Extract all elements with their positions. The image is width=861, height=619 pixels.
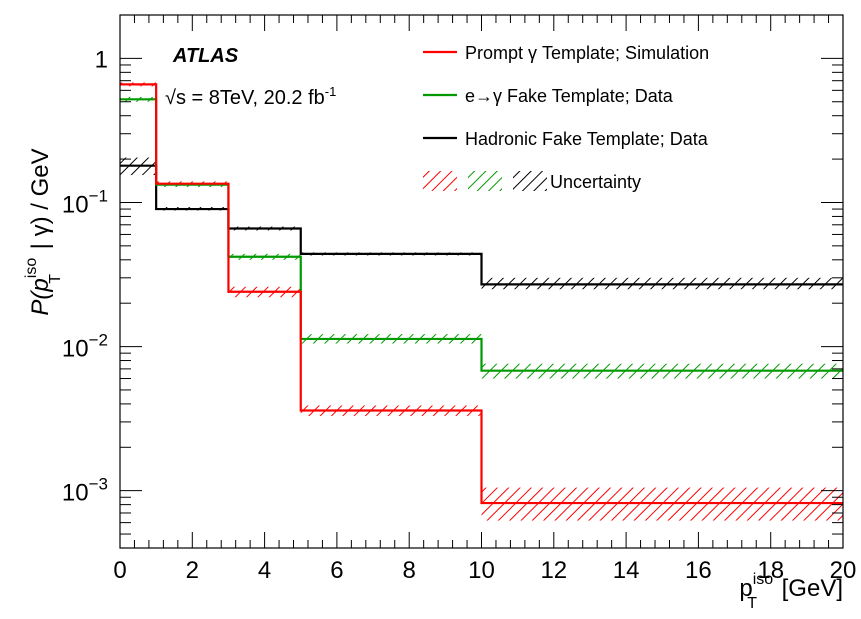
y-tick-label-base: 10 bbox=[62, 480, 89, 507]
x-tick-label: 14 bbox=[613, 557, 640, 584]
legend-hatch-swatch-2 bbox=[513, 171, 547, 191]
x-tick-label: 2 bbox=[186, 557, 199, 584]
x-tick-label: 18 bbox=[757, 557, 784, 584]
x-tick-label: 0 bbox=[113, 557, 126, 584]
y-axis-label-sub: T bbox=[47, 274, 64, 284]
x-axis-label-sub: T bbox=[747, 595, 757, 612]
y-axis-label-sup: iso bbox=[23, 258, 40, 279]
x-axis-label-unit: [GeV] bbox=[775, 575, 843, 602]
y-tick-label-base: 10 bbox=[62, 191, 89, 218]
y-axis-label-suffix: | γ) / GeV bbox=[27, 148, 54, 256]
y-tick-label: 10−2 bbox=[62, 331, 108, 363]
y-tick-label: 1 bbox=[95, 46, 108, 73]
series-line-0 bbox=[120, 83, 843, 505]
legend-label-0: Prompt γ Template; Simulation bbox=[465, 43, 709, 63]
legend: Prompt γ Template; Simulation e→γ Fake Te… bbox=[423, 43, 709, 192]
x-tick-label: 6 bbox=[330, 557, 343, 584]
series-line-2 bbox=[120, 164, 843, 286]
y-axis-label-prefix: P(p bbox=[27, 278, 54, 315]
legend-hatch-swatch-0 bbox=[423, 171, 457, 191]
x-tick-label: 20 bbox=[830, 557, 857, 584]
legend-label-1: e→γ Fake Template; Data bbox=[465, 86, 674, 106]
y-tick-label-exponent: −3 bbox=[89, 475, 108, 494]
legend-hatch-swatch-1 bbox=[468, 171, 502, 191]
y-tick-label: 10−3 bbox=[62, 475, 108, 507]
x-tick-label: 10 bbox=[468, 557, 495, 584]
series-lines bbox=[120, 83, 843, 505]
y-tick-label: 10−1 bbox=[62, 186, 108, 218]
x-axis-label-sup: iso bbox=[753, 571, 774, 588]
y-tick-label-base: 10 bbox=[62, 336, 89, 363]
legend-label-2: Hadronic Fake Template; Data bbox=[465, 129, 709, 149]
x-axis-label: piso T [GeV] bbox=[739, 571, 843, 612]
energy-label: √s = 8TeV, 20.2 fb-1 bbox=[165, 84, 336, 109]
x-tick-label: 4 bbox=[258, 557, 271, 584]
y-axis-label: P(piso T | γ) / GeV bbox=[23, 148, 64, 315]
y-tick-label-exponent: −2 bbox=[89, 331, 108, 350]
x-tick-label: 16 bbox=[685, 557, 712, 584]
energy-label-text: √s = 8TeV, 20.2 fb bbox=[165, 87, 325, 109]
x-tick-label: 12 bbox=[540, 557, 567, 584]
legend-uncertainty-label: Uncertainty bbox=[550, 172, 641, 192]
atlas-label: ATLAS bbox=[172, 45, 239, 67]
x-axis-label-main: p bbox=[739, 575, 752, 602]
axes bbox=[119, 14, 844, 549]
y-tick-label-exponent: −1 bbox=[89, 186, 108, 205]
energy-label-sup: -1 bbox=[325, 84, 337, 99]
x-tick-label: 8 bbox=[403, 557, 416, 584]
